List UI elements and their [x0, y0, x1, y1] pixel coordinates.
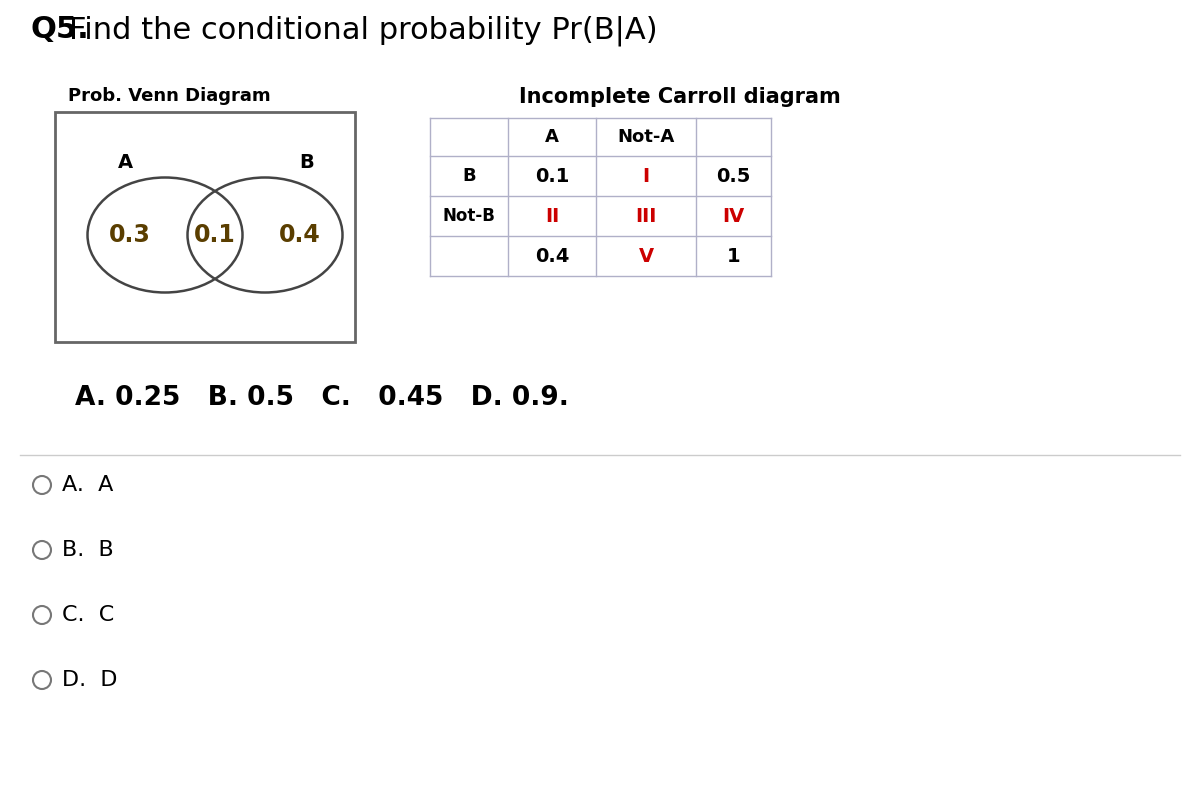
Text: C.  C: C. C [62, 605, 114, 625]
Text: 0.4: 0.4 [535, 247, 569, 266]
Text: 0.1: 0.1 [535, 166, 569, 185]
Text: Q5.: Q5. [30, 15, 89, 44]
Circle shape [34, 671, 50, 689]
Circle shape [34, 476, 50, 494]
Text: 1: 1 [727, 247, 740, 266]
Bar [55, 112, 355, 342]
Text: 0.4: 0.4 [280, 223, 320, 247]
Text: Find the conditional probability Pr(B|A): Find the conditional probability Pr(B|A) [30, 15, 658, 45]
Text: I: I [642, 166, 649, 185]
Text: Not-A: Not-A [617, 128, 674, 146]
Text: 0.3: 0.3 [109, 223, 151, 247]
Text: II: II [545, 206, 559, 225]
Text: A.  A: A. A [62, 475, 113, 495]
Text: A. 0.25   B. 0.5   C.   0.45   D. 0.9.: A. 0.25 B. 0.5 C. 0.45 D. 0.9. [74, 385, 569, 411]
Text: 0.1: 0.1 [194, 223, 236, 247]
Circle shape [34, 541, 50, 559]
Text: Not-B: Not-B [443, 207, 496, 225]
Text: A: A [118, 153, 132, 172]
Text: B.  B: B. B [62, 540, 114, 560]
Text: B: B [300, 153, 314, 172]
Text: 0.5: 0.5 [716, 166, 751, 185]
Text: B: B [462, 167, 476, 185]
Text: III: III [635, 206, 656, 225]
Text: Prob. Venn Diagram: Prob. Venn Diagram [68, 87, 271, 105]
Text: A: A [545, 128, 559, 146]
Circle shape [34, 606, 50, 624]
Text: IV: IV [722, 206, 745, 225]
Text: V: V [638, 247, 654, 266]
Text: D.  D: D. D [62, 670, 118, 690]
Text: Incomplete Carroll diagram: Incomplete Carroll diagram [520, 87, 841, 107]
